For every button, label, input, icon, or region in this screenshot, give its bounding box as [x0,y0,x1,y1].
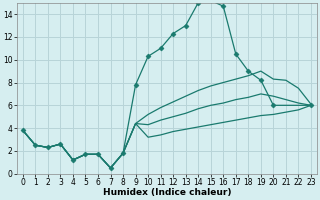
X-axis label: Humidex (Indice chaleur): Humidex (Indice chaleur) [103,188,231,197]
